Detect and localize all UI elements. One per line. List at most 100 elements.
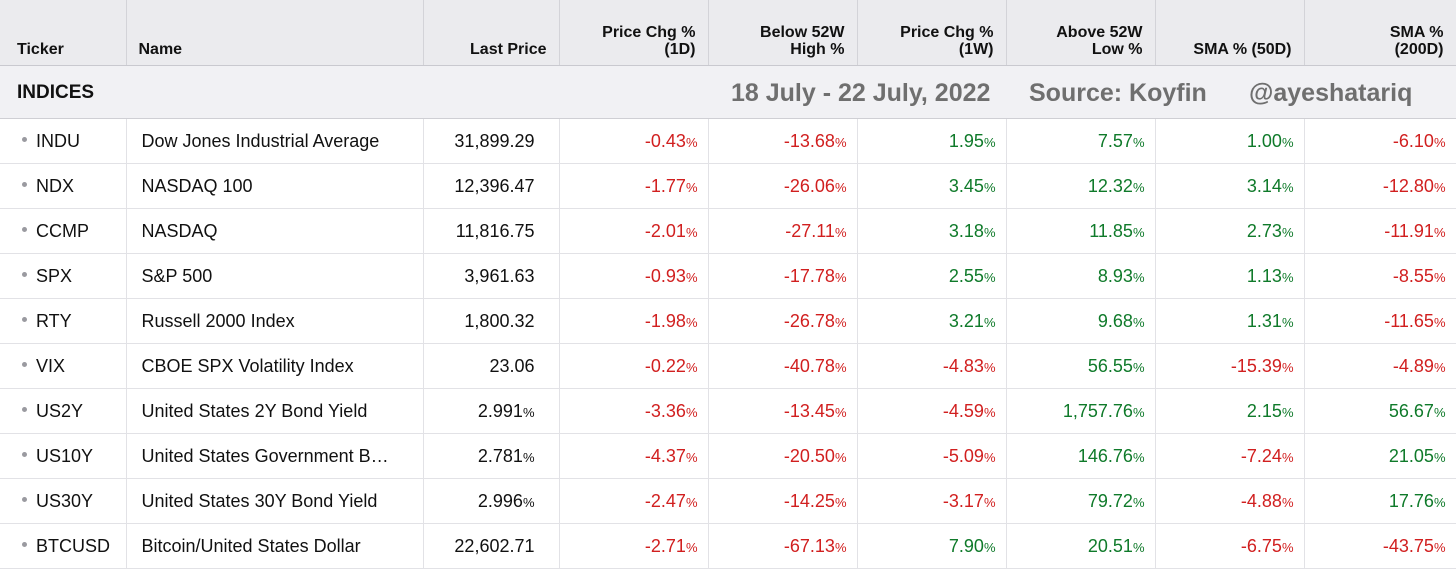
ticker-label: BTCUSD (36, 535, 111, 556)
sma-200d-cell: -8.55% (1304, 253, 1456, 299)
above-52w-low-cell: 20.51% (1006, 523, 1156, 569)
price-chg-1w-cell: -3.17% (857, 478, 1007, 524)
bullet-icon (22, 362, 27, 368)
sma-50d-cell: -15.39% (1155, 343, 1305, 389)
below-52w-high-cell: -26.78% (708, 298, 858, 344)
below-52w-high-cell: -40.78% (708, 343, 858, 389)
last-price-cell: 3,961.63 (423, 253, 560, 299)
table-row[interactable]: INDU Dow Jones Industrial Average 31,899.2… (0, 118, 1456, 164)
name-cell: CBOE SPX Volatility Index (126, 343, 424, 389)
sma-200d-cell: -6.10% (1304, 118, 1456, 164)
col-price-chg-1w-header[interactable]: Price Chg % (1W) (857, 0, 1007, 66)
above-52w-low-cell: 1,757.76% (1006, 388, 1156, 434)
ticker-cell[interactable]: SPX (0, 253, 127, 299)
last-price-cell: 23.06 (423, 343, 560, 389)
ticker-cell[interactable]: US30Y (0, 478, 127, 524)
table-row[interactable]: CCMP NASDAQ 11,816.75 -2.01% -27.11% 3.18% 11.… (0, 208, 1456, 254)
name-cell: Russell 2000 Index (126, 298, 424, 344)
section-title[interactable]: INDICES (17, 82, 95, 103)
ticker-label: RTY (36, 310, 72, 331)
col-price-chg-1d-header[interactable]: Price Chg % (1D) (559, 0, 709, 66)
col-last-price-header[interactable]: Last Price (423, 0, 560, 66)
sma-50d-cell: 2.15% (1155, 388, 1305, 434)
price-chg-1d-cell: -0.43% (559, 118, 709, 164)
sma-50d-cell: -7.24% (1155, 433, 1305, 479)
last-price-cell: 12,396.47 (423, 163, 560, 209)
section-header: INDICES 18 July - 22 July, 2022 Source: … (0, 65, 1456, 119)
price-chg-1w-cell: -5.09% (857, 433, 1007, 479)
sma-50d-cell: 2.73% (1155, 208, 1305, 254)
ticker-cell[interactable]: INDU (0, 118, 127, 164)
sma-200d-cell: 17.76% (1304, 478, 1456, 524)
price-chg-1d-cell: -1.98% (559, 298, 709, 344)
above-52w-low-cell: 79.72% (1006, 478, 1156, 524)
price-chg-1w-cell: 3.18% (857, 208, 1007, 254)
above-52w-low-cell: 8.93% (1006, 253, 1156, 299)
price-chg-1w-cell: 3.45% (857, 163, 1007, 209)
last-price-cell: 2.781% (423, 433, 560, 479)
name-cell: S&P 500 (126, 253, 424, 299)
ticker-cell[interactable]: US10Y (0, 433, 127, 479)
sma-50d-cell: 3.14% (1155, 163, 1305, 209)
ticker-cell[interactable]: BTCUSD (0, 523, 127, 569)
bullet-icon (22, 227, 27, 233)
sma-200d-cell: -11.91% (1304, 208, 1456, 254)
sma-200d-cell: -4.89% (1304, 343, 1456, 389)
name-cell: Bitcoin/United States Dollar (126, 523, 424, 569)
bullet-icon (22, 452, 27, 458)
ticker-cell[interactable]: US2Y (0, 388, 127, 434)
last-price-cell: 31,899.29 (423, 118, 560, 164)
table-row[interactable]: RTY Russell 2000 Index 1,800.32 -1.98% -26.7… (0, 298, 1456, 344)
col-below-52w-high-header[interactable]: Below 52W High % (708, 0, 858, 66)
ticker-cell[interactable]: CCMP (0, 208, 127, 254)
col-above-52w-low-header[interactable]: Above 52W Low % (1006, 0, 1156, 66)
ticker-label: INDU (36, 130, 80, 151)
sma-50d-cell: -4.88% (1155, 478, 1305, 524)
last-price-cell: 2.991% (423, 388, 560, 434)
price-chg-1w-cell: -4.83% (857, 343, 1007, 389)
table-row[interactable]: US30Y United States 30Y Bond Yield 2.996% -… (0, 478, 1456, 524)
sma-200d-cell: -43.75% (1304, 523, 1456, 569)
table-row[interactable]: SPX S&P 500 3,961.63 -0.93% -17.78% 2.55% 8.93… (0, 253, 1456, 299)
above-52w-low-cell: 11.85% (1006, 208, 1156, 254)
below-52w-high-cell: -13.68% (708, 118, 858, 164)
table-row[interactable]: BTCUSD Bitcoin/United States Dollar 22,602… (0, 523, 1456, 569)
ticker-label: NDX (36, 175, 75, 196)
price-chg-1d-cell: -3.36% (559, 388, 709, 434)
name-cell: United States Government B… (126, 433, 424, 479)
table-row[interactable]: US10Y United States Government B… 2.781% -4… (0, 433, 1456, 479)
sma-200d-cell: 21.05% (1304, 433, 1456, 479)
last-price-cell: 1,800.32 (423, 298, 560, 344)
ticker-label: US30Y (36, 490, 94, 511)
table-row[interactable]: VIX CBOE SPX Volatility Index 23.06 -0.22% -… (0, 343, 1456, 389)
below-52w-high-cell: -20.50% (708, 433, 858, 479)
date-range-caption: 18 July - 22 July, 2022 (731, 79, 991, 107)
above-52w-low-cell: 9.68% (1006, 298, 1156, 344)
bullet-icon (22, 542, 27, 548)
below-52w-high-cell: -67.13% (708, 523, 858, 569)
ticker-cell[interactable]: NDX (0, 163, 127, 209)
price-chg-1d-cell: -2.71% (559, 523, 709, 569)
col-name-header[interactable]: Name (126, 0, 424, 66)
above-52w-low-cell: 146.76% (1006, 433, 1156, 479)
ticker-cell[interactable]: RTY (0, 298, 127, 344)
name-cell: NASDAQ 100 (126, 163, 424, 209)
below-52w-high-cell: -13.45% (708, 388, 858, 434)
below-52w-high-cell: -27.11% (708, 208, 858, 254)
col-sma-200d-header[interactable]: SMA % (200D) (1304, 0, 1456, 66)
price-chg-1d-cell: -1.77% (559, 163, 709, 209)
sma-50d-cell: 1.31% (1155, 298, 1305, 344)
header-row: Ticker Name Last Price Price Chg % (1D) Below… (0, 0, 1456, 66)
table-row[interactable]: US2Y United States 2Y Bond Yield 2.991% -3.… (0, 388, 1456, 434)
ticker-cell[interactable]: VIX (0, 343, 127, 389)
sma-50d-cell: 1.00% (1155, 118, 1305, 164)
price-chg-1d-cell: -0.93% (559, 253, 709, 299)
col-ticker-header[interactable]: Ticker (0, 0, 127, 66)
below-52w-high-cell: -26.06% (708, 163, 858, 209)
last-price-cell: 22,602.71 (423, 523, 560, 569)
col-sma-50d-header[interactable]: SMA % (50D) (1155, 0, 1305, 66)
bullet-icon (22, 137, 27, 143)
table-row[interactable]: NDX NASDAQ 100 12,396.47 -1.77% -26.06% 3.45%… (0, 163, 1456, 209)
